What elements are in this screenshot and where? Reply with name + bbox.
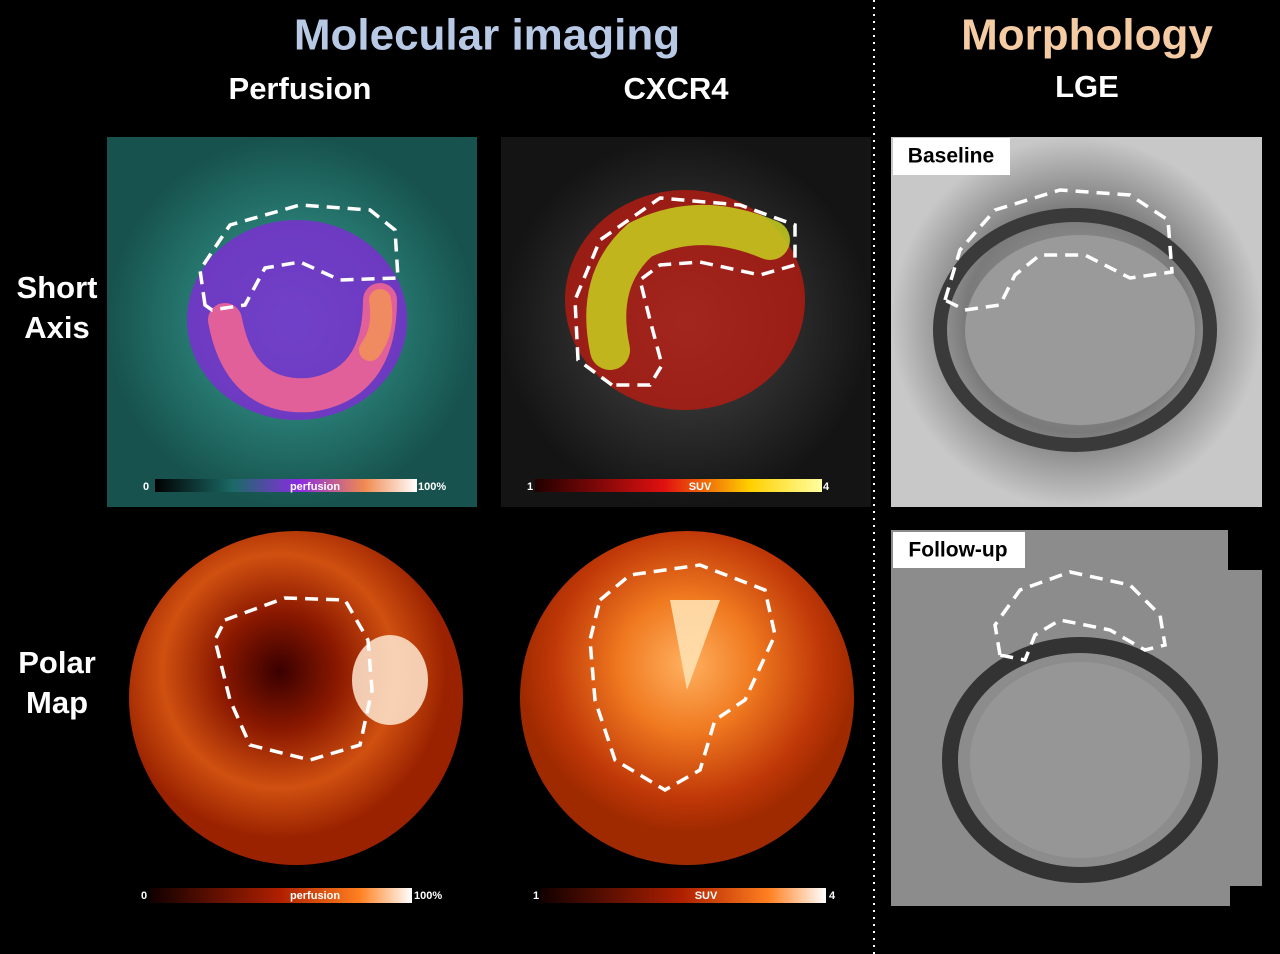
- colorbar-max: 100%: [414, 890, 442, 902]
- column-header: Perfusion: [229, 71, 372, 106]
- colorbar-max: 100%: [418, 481, 446, 493]
- colorbar-min: 1: [527, 481, 533, 493]
- column-header: CXCR4: [623, 71, 729, 106]
- cxcr4-short-axis: 1 SUV 4: [501, 137, 871, 507]
- panel-label: Follow-up: [908, 539, 1007, 562]
- lge-baseline: Baseline: [891, 137, 1262, 507]
- colorbar-min: 1: [533, 890, 539, 902]
- colorbar-label: perfusion: [290, 890, 340, 902]
- perfusion-polar-map: 0 perfusion 100%: [129, 531, 463, 903]
- colorbar-label: SUV: [695, 890, 718, 902]
- row-label: Polar: [18, 645, 96, 680]
- colorbar-min: 0: [141, 890, 147, 902]
- colorbar-min: 0: [143, 481, 149, 493]
- row-label: Axis: [24, 310, 89, 345]
- colorbar-label: SUV: [689, 481, 712, 493]
- lge-follow-up: Follow-up: [891, 530, 1262, 906]
- row-label: Map: [26, 685, 88, 720]
- panel-label: Baseline: [908, 145, 994, 168]
- colorbar-max: 4: [829, 890, 836, 902]
- row-label: Short: [17, 270, 98, 305]
- perfusion-short-axis: 0 perfusion 100%: [107, 137, 477, 507]
- column-header: LGE: [1055, 69, 1119, 104]
- colorbar-max: 4: [823, 481, 830, 493]
- section-title: Morphology: [961, 11, 1213, 60]
- colorbar-label: perfusion: [290, 481, 340, 493]
- cxcr4-polar-map: 1 SUV 4: [520, 531, 854, 903]
- section-title: Molecular imaging: [294, 11, 680, 60]
